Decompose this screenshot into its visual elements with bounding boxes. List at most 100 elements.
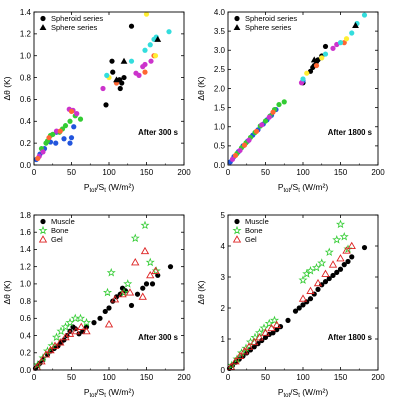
y-tick-label: 5 — [221, 211, 226, 220]
legend-label: Muscle — [51, 217, 75, 226]
y-tick-label: 0.5 — [214, 142, 226, 151]
x-tick-label: 150 — [140, 168, 154, 177]
data-point — [77, 116, 84, 122]
y-tick-label: 1.0 — [214, 123, 226, 132]
data-point — [250, 337, 259, 346]
data-point — [143, 281, 150, 287]
data-point — [125, 288, 135, 296]
data-point — [250, 332, 260, 342]
plot-frame — [33, 11, 185, 166]
data-point — [342, 246, 351, 254]
data-point — [166, 29, 172, 35]
data-point — [272, 320, 281, 329]
data-point — [37, 360, 43, 366]
data-point — [296, 305, 302, 311]
data-point — [121, 74, 127, 81]
data-point — [71, 124, 77, 130]
data-point — [155, 272, 161, 278]
data-point — [138, 292, 147, 300]
data-point — [65, 329, 75, 337]
x-tick-label: 50 — [261, 168, 270, 177]
data-point — [315, 286, 321, 292]
y-tick-label: 0.8 — [20, 297, 32, 306]
data-point — [259, 337, 265, 344]
data-point — [322, 43, 329, 50]
data-point — [40, 149, 46, 155]
data-point — [335, 219, 346, 229]
data-point — [91, 320, 97, 326]
data-point — [151, 266, 161, 275]
legend-label: Muscle — [245, 217, 269, 226]
data-point — [62, 123, 69, 129]
data-point — [241, 142, 248, 148]
chart-panel-top-left: 0 50 100 150 200 0.0 0.2 0.4 0.6 0.8 1.0 1.2 1.4 Sphe… — [2, 8, 191, 194]
data-point — [269, 315, 280, 325]
data-point — [311, 291, 317, 297]
legend-marker — [38, 225, 48, 235]
data-point — [142, 69, 148, 75]
data-point — [97, 315, 103, 321]
data-point — [298, 294, 308, 302]
data-point — [140, 64, 146, 70]
data-point — [61, 136, 67, 142]
data-point — [281, 99, 287, 105]
series-7 — [113, 35, 162, 83]
data-point — [304, 70, 310, 76]
y-tick-label: 1.4 — [20, 245, 32, 254]
x-axis-label-subscript: t — [298, 188, 300, 194]
series-0 — [32, 264, 174, 371]
legend-marker — [234, 218, 240, 225]
y-tick-label: 1.4 — [20, 8, 32, 17]
data-point — [109, 58, 115, 64]
data-point — [167, 264, 174, 270]
data-point — [110, 295, 120, 303]
data-point — [307, 296, 314, 302]
chart-panel-top-right: 0 50 100 150 200 0.0 0.5 1.0 1.5 2.0 2.5 3.0 3.5 4.0 S… — [196, 8, 385, 194]
y-tick-label: 0.0 — [20, 366, 32, 375]
data-point — [41, 350, 51, 358]
data-point — [102, 287, 113, 297]
legend-marker — [38, 235, 48, 243]
panel-annotation: After 1800 s — [328, 128, 373, 137]
data-point — [104, 72, 110, 78]
series-6 — [300, 12, 368, 82]
series-7 — [310, 21, 359, 63]
data-point — [77, 322, 86, 330]
y-tick-label: 3.0 — [214, 46, 226, 55]
data-point — [35, 155, 41, 162]
x-tick-label: 150 — [334, 168, 348, 177]
series-2 — [32, 246, 160, 371]
data-point — [67, 140, 73, 146]
data-point — [270, 330, 276, 336]
data-point — [110, 298, 116, 304]
data-point — [237, 147, 243, 154]
data-point — [53, 140, 59, 146]
data-point — [345, 258, 351, 265]
data-point — [328, 260, 338, 268]
x-tick-label: 100 — [296, 168, 310, 177]
data-point — [46, 135, 52, 141]
data-point — [343, 36, 350, 42]
data-point — [262, 334, 269, 341]
x-tick-label: 100 — [296, 373, 310, 382]
data-point — [341, 262, 347, 268]
x-tick-label: 50 — [261, 373, 270, 382]
data-point — [240, 347, 249, 355]
data-point — [253, 128, 260, 134]
y-tick-label: 1 — [221, 335, 226, 344]
data-point — [330, 45, 336, 51]
y-tick-label: 1.8 — [20, 211, 32, 220]
x-tick-label: 150 — [140, 373, 154, 382]
data-point — [244, 342, 254, 350]
y-tick-label: 0 — [221, 366, 226, 375]
data-point — [285, 317, 291, 323]
x-axis-label: Ptot/St (W/m²) — [278, 182, 329, 194]
legend-label: Sphere series — [245, 23, 292, 32]
y-tick-label: 1.0 — [20, 52, 32, 61]
legend-marker — [40, 218, 46, 225]
data-point — [300, 76, 306, 82]
data-point — [53, 128, 60, 134]
data-point — [149, 281, 156, 287]
